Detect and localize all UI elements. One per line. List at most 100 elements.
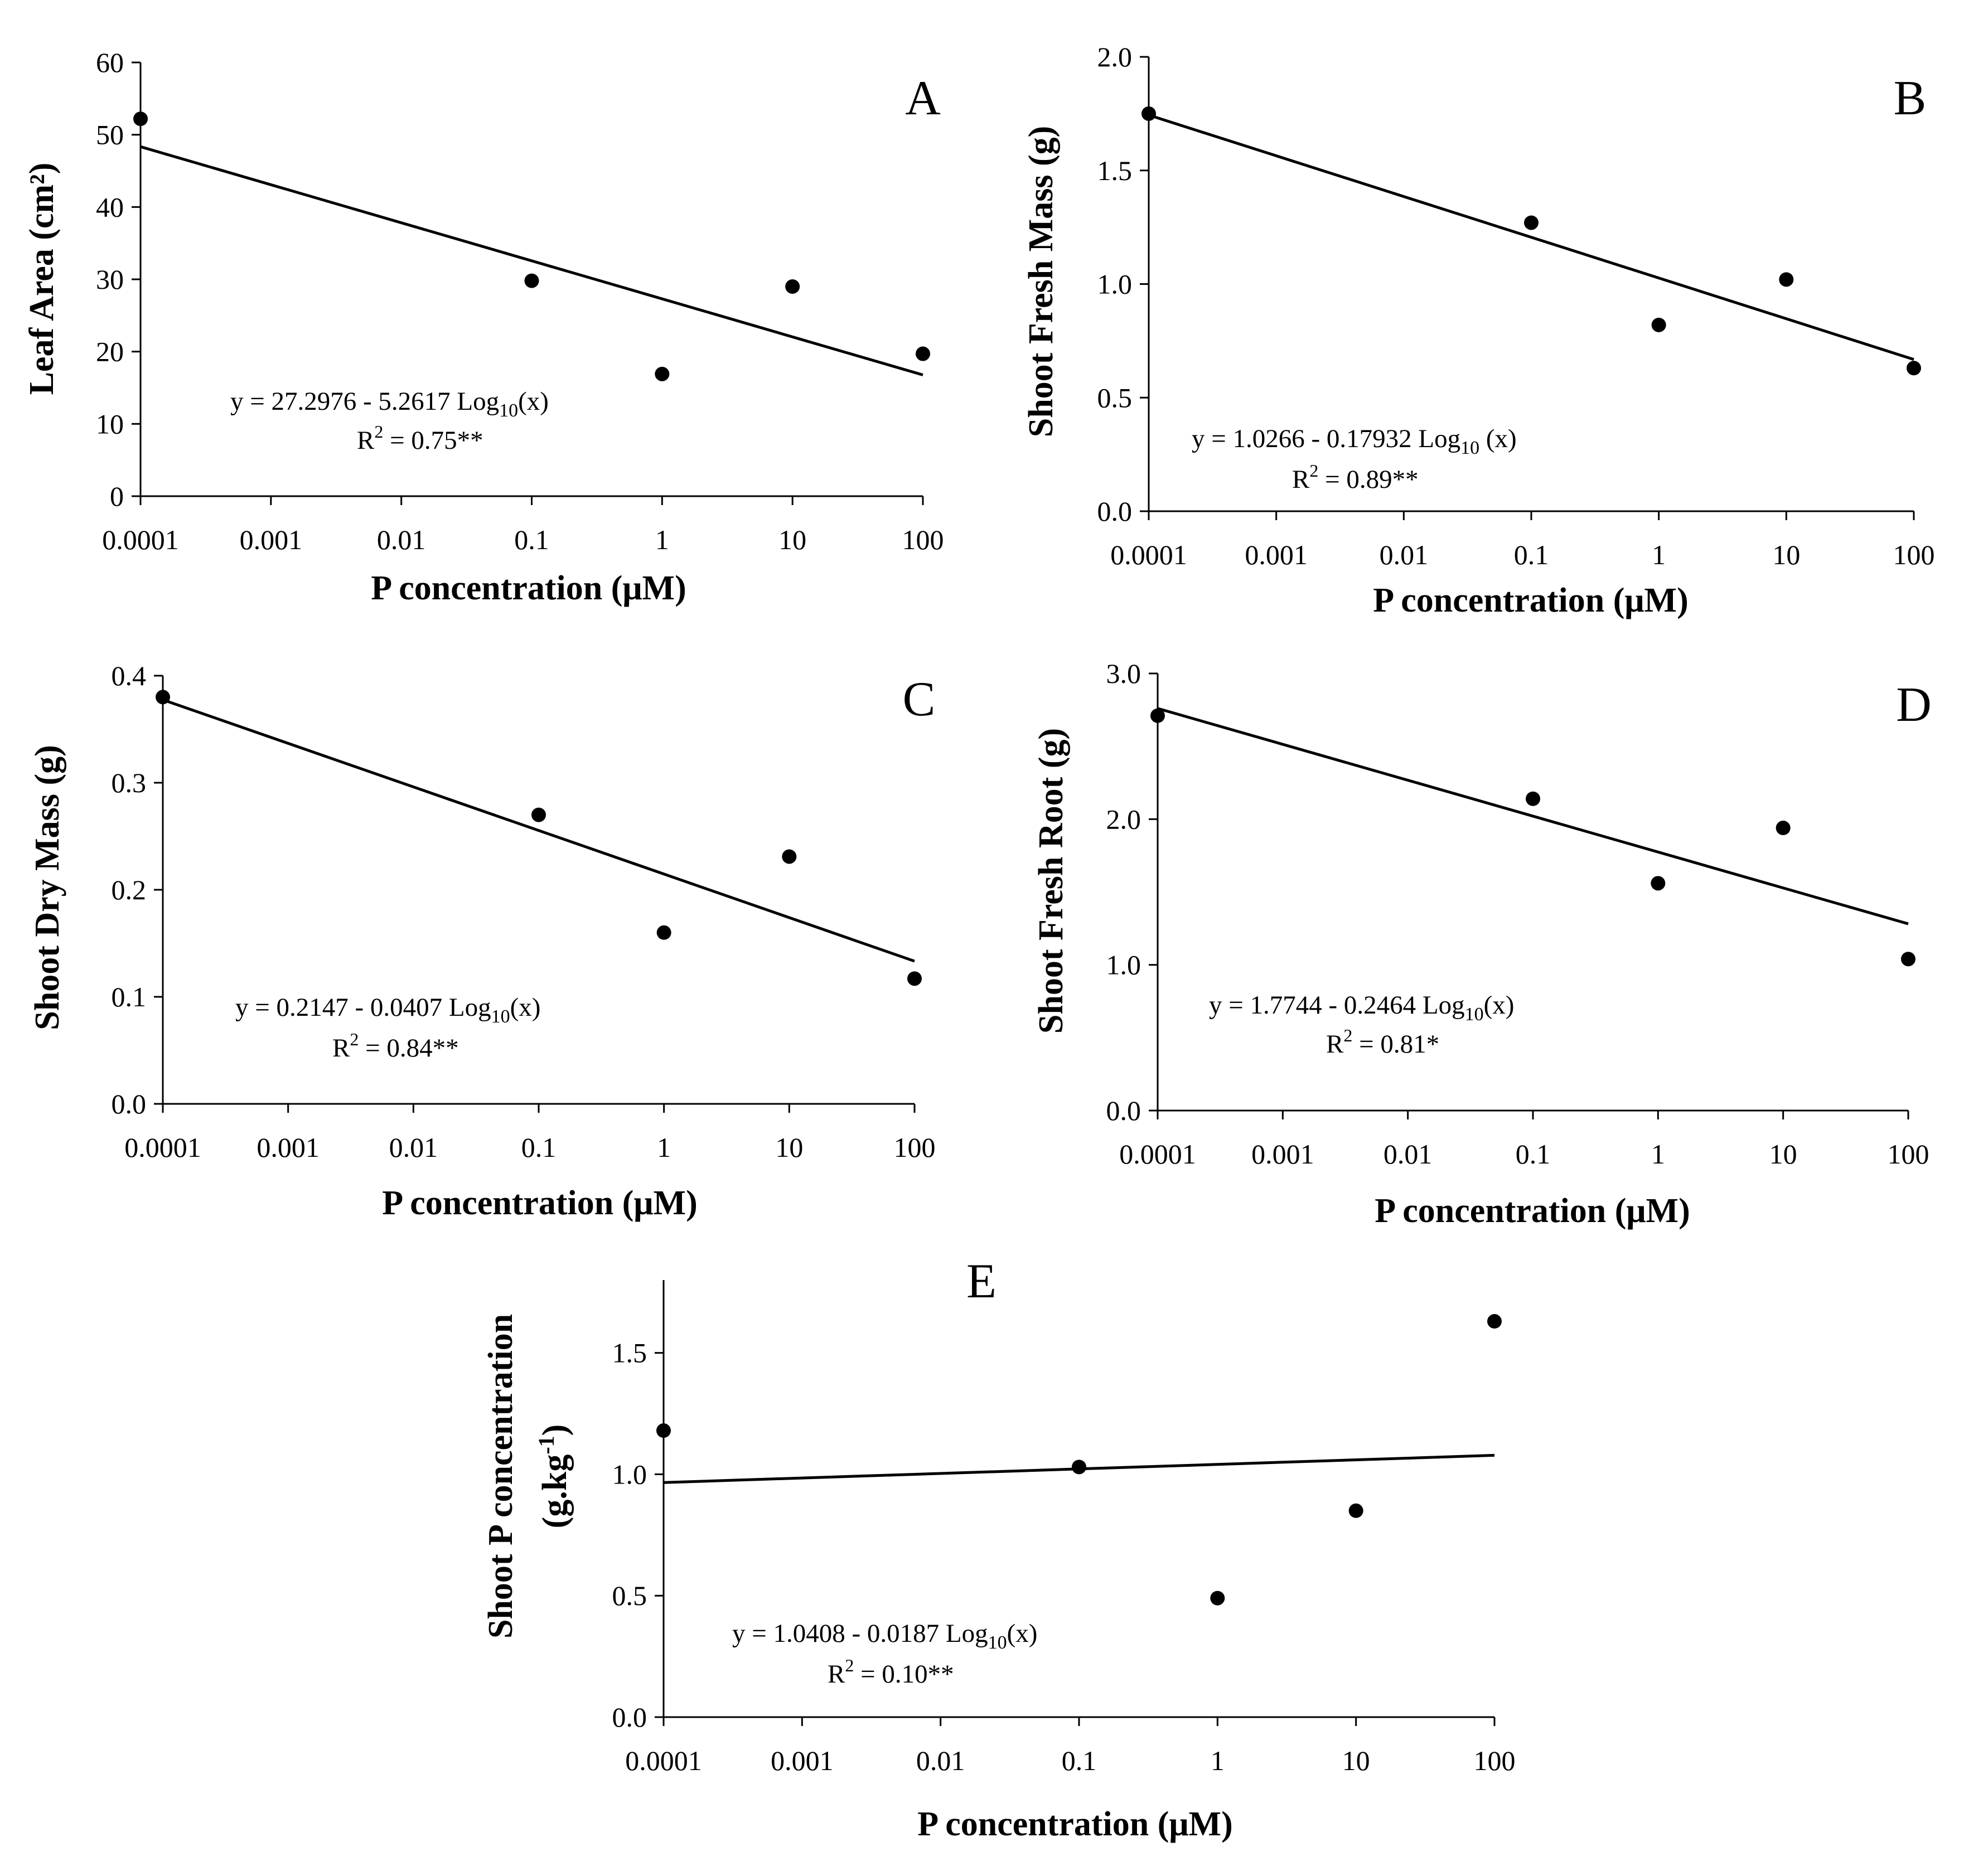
equation-a: y = 27.2976 - 5.2617 Log10(x) — [230, 387, 549, 421]
panel-d: 0.0 1.0 2.0 3.0 0.0001 0.001 0.01 0.1 1 10 100 D y… — [1032, 658, 1932, 1230]
panel-e: 0.0 0.5 1.0 1.5 0.0001 0.001 0.01 0.1 1 10 100 E y… — [482, 1254, 1516, 1843]
x-axis-title-d: P concentration (μM) — [1375, 1192, 1690, 1230]
y-tick-label-b: 0.5 — [1097, 382, 1133, 413]
y-tick-label-e: 1.5 — [612, 1337, 647, 1369]
x-tick-label-e: 0.01 — [916, 1745, 965, 1776]
y-tick-label-d: 0.0 — [1106, 1095, 1141, 1126]
y-tick-label-c: 0.4 — [112, 660, 147, 691]
data-point-c — [531, 807, 546, 822]
data-point-b — [1651, 317, 1666, 332]
x-axis-title-c: P concentration (μM) — [382, 1184, 697, 1222]
y-tick-label-b: 1.0 — [1097, 269, 1133, 300]
y-axis-title-c: Shoot Dry Mass (g) — [28, 745, 66, 1030]
data-point-d — [1651, 876, 1666, 891]
x-tick-label-a: 0.0001 — [102, 524, 179, 555]
y-tick-label-b: 2.0 — [1097, 41, 1133, 72]
equation-d: y = 1.7744 - 0.2464 Log10(x) — [1209, 991, 1514, 1025]
data-point-a — [524, 273, 539, 288]
panel-b: 0.00.51.01.52.00.0001 0.001 0.01 0.1 1 10 100 … — [1022, 41, 1935, 619]
x-tick-label-d: 10 — [1769, 1138, 1797, 1170]
x-tick-label-a: 0.1 — [514, 524, 549, 555]
x-tick-label-b: 0.001 — [1245, 539, 1308, 570]
y-tick-label-d: 2.0 — [1106, 803, 1141, 835]
x-tick-label-c: 0.01 — [389, 1132, 438, 1163]
x-tick-label-e: 10 — [1342, 1745, 1370, 1776]
x-tick-label-b: 0.1 — [1514, 539, 1549, 570]
data-point-c — [782, 849, 797, 864]
data-point-a — [655, 366, 670, 381]
chart-marks-b: 0.0 0.5 1.0 1.5 2.0 0.0001 0.001 0.01 0.1 1 10 100 — [1097, 41, 1935, 570]
trendline-c — [162, 698, 915, 963]
x-axis-title-b: P concentration (μM) — [1373, 581, 1688, 619]
panel-letter-d: D — [1896, 678, 1932, 732]
panel-c: 0.00.10.20.30.40.0001 0.001 0.01 0.1 1 10 100 … — [28, 660, 936, 1222]
equation-e: y = 1.0408 - 0.0187 Log10(x) — [732, 1619, 1037, 1653]
r-squared-e: R2 = 0.10** — [828, 1655, 954, 1689]
x-tick-label-c: 0.001 — [257, 1132, 320, 1163]
y-tick-label-c: 0.0 — [112, 1088, 147, 1119]
y-tick-label-a: 60 — [96, 47, 124, 78]
x-tick-label-d: 1 — [1651, 1138, 1665, 1170]
data-point-d — [1776, 821, 1791, 836]
data-point-c — [907, 971, 922, 986]
chart-marks-c: 0.0 0.1 0.2 0.3 0.4 0.0001 0.001 0.01 0.1 1 10 100 — [112, 660, 936, 1163]
x-tick-label-a: 100 — [902, 524, 944, 555]
r-squared-d: R2 = 0.81* — [1326, 1025, 1439, 1059]
data-point-e — [1348, 1503, 1363, 1518]
y-axis-title-a: Leaf Area (cm²) — [23, 163, 61, 395]
y-tick-label-e: 0.5 — [612, 1580, 647, 1611]
panel-letter-e: E — [966, 1254, 996, 1308]
data-point-e — [1072, 1460, 1086, 1475]
x-tick-label-a: 0.01 — [377, 524, 426, 555]
x-tick-label-e: 1 — [1211, 1745, 1225, 1776]
chart-marks-d: 0.0 1.0 2.0 3.0 0.0001 0.001 0.01 0.1 1 10 100 — [1106, 658, 1929, 1170]
x-axis-title-a: P concentration (μM) — [371, 569, 686, 607]
equation-c: y = 0.2147 - 0.0407 Log10(x) — [235, 993, 540, 1027]
x-tick-label-e: 0.1 — [1062, 1745, 1097, 1776]
y-axis-title-e: Shoot P concentration — [482, 1314, 520, 1639]
y-tick-label-d: 3.0 — [1106, 658, 1141, 689]
data-point-a — [785, 279, 800, 294]
y-tick-label-e: 1.0 — [612, 1458, 647, 1490]
data-point-d — [1901, 952, 1915, 967]
panel-letter-c: C — [903, 672, 936, 726]
panel-letter-a: A — [905, 71, 941, 125]
x-tick-label-b: 1 — [1652, 539, 1666, 570]
y-tick-label-a: 40 — [96, 191, 124, 222]
x-tick-label-d: 0.1 — [1516, 1138, 1551, 1170]
r-squared-c: R2 = 0.84** — [332, 1029, 459, 1063]
r-squared-b: R2 = 0.89** — [1292, 460, 1419, 494]
y-axis-title-e-units: (g.kg-1) — [534, 1424, 574, 1529]
y-tick-label-b: 1.5 — [1097, 155, 1133, 186]
x-tick-label-e: 0.001 — [771, 1745, 834, 1776]
data-point-a — [133, 112, 148, 127]
x-tick-label-d: 100 — [1888, 1138, 1929, 1170]
r-squared-a: R2 = 0.75** — [357, 421, 483, 455]
x-tick-label-b: 0.0001 — [1110, 539, 1187, 570]
x-tick-label-b: 0.01 — [1380, 539, 1429, 570]
y-axis-title-d: Shoot Fresh Root (g) — [1032, 728, 1070, 1034]
panel-letter-b: B — [1894, 71, 1927, 125]
x-tick-label-b: 10 — [1772, 539, 1800, 570]
y-axis-title-b: Shoot Fresh Mass (g) — [1022, 126, 1060, 438]
x-tick-label-c: 0.1 — [521, 1132, 557, 1163]
data-point-c — [656, 925, 671, 940]
data-point-e — [1487, 1314, 1502, 1329]
data-point-b — [1141, 106, 1156, 121]
y-tick-label-a: 10 — [96, 408, 124, 439]
x-tick-label-a: 0.001 — [240, 524, 303, 555]
data-point-e — [1210, 1591, 1225, 1606]
data-point-b — [1907, 361, 1921, 376]
x-axis-title-e: P concentration (μM) — [917, 1805, 1232, 1843]
trendline-d — [1157, 707, 1909, 925]
chart-marks-a: 0 10 20 30 40 50 60 0.0001 0.001 0.01 0.1 1 10 100 — [96, 47, 944, 555]
data-point-b — [1779, 272, 1794, 287]
data-point-a — [916, 346, 930, 361]
equation-b: y = 1.0266 - 0.17932 Log10 (x) — [1192, 424, 1517, 458]
y-tick-label-c: 0.3 — [112, 767, 147, 798]
data-point-d — [1526, 791, 1540, 806]
y-tick-label-d: 1.0 — [1106, 949, 1141, 981]
y-tick-label-c: 0.2 — [112, 874, 147, 905]
